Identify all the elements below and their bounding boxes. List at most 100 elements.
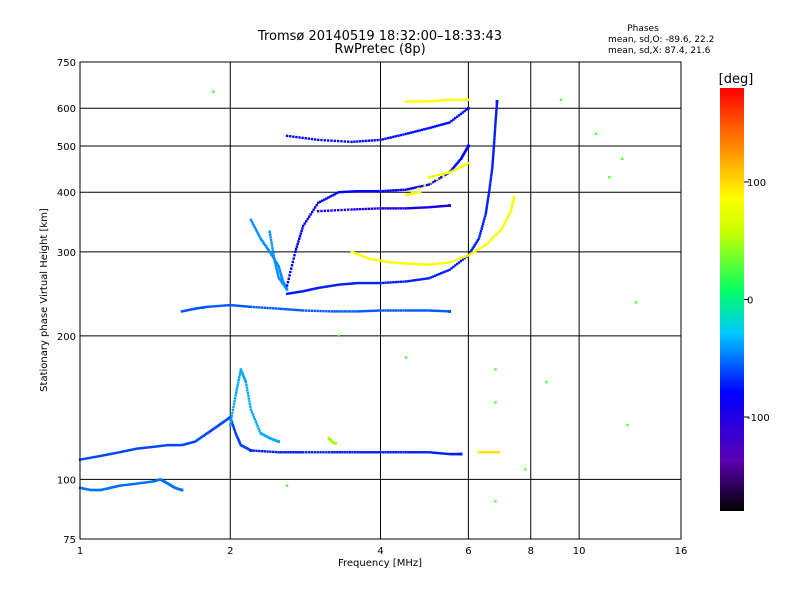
data-point — [269, 233, 272, 236]
data-point — [330, 209, 333, 212]
data-point — [493, 133, 496, 136]
data-point — [348, 190, 352, 193]
data-point — [245, 383, 248, 387]
data-point — [418, 263, 422, 266]
data-point — [107, 453, 110, 456]
data-point — [465, 98, 468, 101]
data-point — [433, 309, 437, 312]
data-point — [259, 237, 262, 240]
data-point — [425, 206, 428, 209]
data-point — [128, 448, 132, 452]
data-point — [263, 306, 266, 309]
data-point — [263, 450, 266, 453]
data-point — [292, 257, 295, 260]
data-point — [291, 260, 295, 264]
data-point — [429, 276, 433, 279]
data-point — [200, 306, 203, 309]
chart-subtitle: RwPretec (8p) — [334, 42, 425, 57]
data-point — [224, 304, 227, 307]
data-point — [394, 451, 398, 454]
data-point — [181, 309, 185, 313]
data-point — [384, 137, 387, 140]
data-point — [446, 121, 449, 125]
data-point — [319, 451, 322, 454]
data-point — [429, 205, 433, 209]
data-point — [365, 309, 368, 313]
data-point — [304, 309, 308, 312]
data-point — [407, 451, 410, 454]
data-point — [433, 262, 437, 266]
data-point — [411, 130, 415, 134]
data-point — [183, 309, 186, 313]
data-point — [366, 256, 369, 260]
data-point — [91, 456, 94, 459]
data-point — [230, 417, 233, 421]
data-point — [323, 139, 327, 142]
data-point — [407, 309, 410, 312]
data-point — [140, 481, 143, 485]
data-point — [340, 140, 343, 143]
data-point — [300, 229, 303, 233]
data-point — [495, 100, 499, 103]
data-point — [386, 189, 390, 192]
data-point — [361, 139, 365, 143]
data-point — [508, 211, 512, 215]
data-point — [511, 200, 515, 203]
data-point — [353, 451, 357, 454]
data-point — [252, 224, 256, 227]
data-point — [472, 245, 475, 249]
data-point — [364, 139, 368, 143]
data-point — [435, 205, 439, 208]
data-point — [203, 433, 207, 437]
data-point — [427, 206, 431, 209]
data-point — [299, 451, 302, 454]
data-point — [336, 139, 340, 143]
data-point — [363, 189, 366, 193]
data-point — [463, 109, 466, 113]
data-point — [440, 262, 443, 265]
data-point — [506, 217, 509, 220]
data-point — [397, 309, 400, 312]
phases-stat-o: mean, sd,O: -89.6, 22.2 — [608, 35, 714, 45]
data-point — [374, 189, 378, 193]
data-point — [316, 201, 320, 205]
data-point — [255, 229, 258, 233]
data-point — [594, 132, 598, 136]
data-point — [475, 240, 479, 244]
data-point — [474, 242, 477, 245]
data-point — [274, 263, 277, 266]
data-point — [189, 441, 193, 444]
data-point — [488, 188, 491, 191]
data-point — [465, 147, 469, 150]
data-point — [427, 277, 431, 280]
data-point — [442, 99, 445, 102]
data-point — [353, 208, 356, 211]
data-point — [231, 411, 234, 415]
data-point — [405, 262, 409, 265]
data-point — [304, 451, 308, 454]
data-point — [433, 179, 437, 183]
data-point — [372, 309, 375, 312]
data-point — [93, 455, 96, 459]
data-point — [510, 204, 514, 207]
data-point — [489, 178, 492, 182]
data-point — [185, 309, 189, 312]
data-point — [335, 283, 338, 287]
data-point — [497, 451, 500, 454]
data-point — [374, 309, 378, 312]
data-point — [411, 309, 415, 312]
data-point — [347, 190, 350, 193]
data-point — [343, 310, 347, 313]
data-point — [431, 451, 435, 454]
data-point — [372, 258, 375, 261]
data-point — [336, 310, 339, 313]
data-point — [313, 451, 316, 454]
data-point — [170, 443, 174, 447]
data-point — [284, 285, 287, 289]
data-point — [232, 403, 236, 406]
data-point — [247, 394, 250, 398]
data-point — [427, 451, 431, 454]
data-point — [298, 290, 302, 293]
data-point — [367, 309, 371, 313]
data-point — [404, 280, 408, 283]
